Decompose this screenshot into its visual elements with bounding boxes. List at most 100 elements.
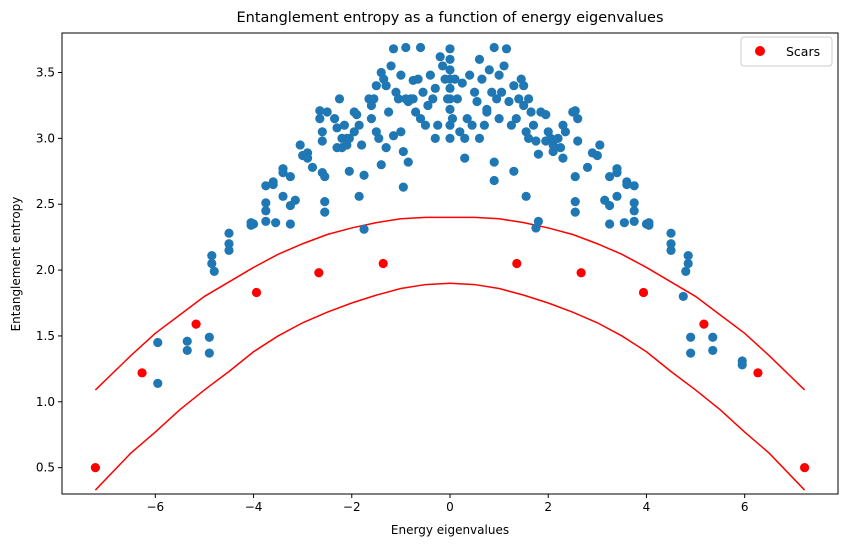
eigenstate-point <box>359 170 369 180</box>
eigenstate-point <box>477 74 487 84</box>
scar-point <box>191 319 201 329</box>
eigenstate-point <box>678 291 688 302</box>
eigenstate-point <box>504 96 514 107</box>
eigenstate-point <box>605 171 615 182</box>
eigenstate-point <box>261 181 271 191</box>
scar-point <box>753 368 763 378</box>
eigenstate-point <box>482 104 492 114</box>
eigenstate-point <box>511 114 521 124</box>
x-tick-label: −2 <box>343 500 361 514</box>
eigenstate-point <box>320 207 330 217</box>
eigenstate-point <box>465 70 475 80</box>
eigenstate-point <box>207 258 217 269</box>
x-tick-label: −4 <box>245 500 263 514</box>
eigenstate-point <box>413 74 423 84</box>
eigenstate-point <box>492 94 502 104</box>
eigenstate-point <box>666 228 676 238</box>
eigenstate-point <box>396 127 406 137</box>
eigenstate-point <box>683 258 693 269</box>
eigenstate-point <box>462 114 472 124</box>
eigenstate-point <box>204 332 214 342</box>
scar-point <box>576 268 586 278</box>
eigenstate-point <box>605 219 615 229</box>
eigenstate-point <box>420 120 431 130</box>
eigenstate-point <box>374 133 384 143</box>
eigenstate-point <box>592 150 602 161</box>
eigenstate-point <box>489 42 499 53</box>
eigenstate-point <box>526 107 536 117</box>
eigenstate-point <box>398 146 408 157</box>
eigenstate-point <box>261 198 271 208</box>
eigenstate-point <box>354 120 364 130</box>
eigenstate-point <box>541 110 551 120</box>
eigenstate-point <box>248 219 259 229</box>
eigenstate-point <box>560 127 571 137</box>
y-tick-label: 1.0 <box>36 395 55 409</box>
eigenstate-point <box>496 87 507 97</box>
eigenstate-point <box>285 171 295 182</box>
eigenstate-point <box>666 245 676 255</box>
chart-title: Entanglement entropy as a function of en… <box>236 10 663 26</box>
eigenstate-point <box>339 120 350 130</box>
eigenstate-point <box>425 70 435 80</box>
eigenstate-point <box>445 44 455 54</box>
eigenstate-point <box>519 100 529 111</box>
eigenstate-point <box>261 216 271 226</box>
eigenstate-point <box>371 81 381 91</box>
eigenstate-point <box>612 191 622 201</box>
eigenstate-point <box>558 153 568 163</box>
y-axis-label: Entanglement entropy <box>9 197 23 332</box>
eigenstate-point <box>322 107 332 117</box>
x-axis-label: Energy eigenvalues <box>391 523 509 537</box>
eigenstate-point <box>268 179 278 190</box>
eigenstate-point <box>506 120 516 130</box>
eigenstate-point <box>329 114 340 124</box>
eigenstate-point <box>528 120 539 130</box>
eigenstate-point <box>494 114 504 124</box>
eigenstate-point <box>452 94 462 104</box>
eigenstate-point <box>411 107 421 117</box>
x-tick-label: 2 <box>544 500 552 514</box>
eigenstate-point <box>548 146 558 157</box>
eigenstate-point <box>376 160 386 170</box>
eigenstate-point <box>445 65 455 75</box>
eigenstate-point <box>430 83 440 93</box>
eigenstate-point <box>622 179 632 190</box>
eigenstate-point <box>315 106 325 116</box>
eigenstate-point <box>708 332 718 342</box>
eigenstate-point <box>224 245 234 255</box>
eigenstate-point <box>487 87 497 97</box>
eigenstate-point <box>570 171 580 182</box>
eigenstate-point <box>494 70 504 80</box>
eigenstate-point <box>445 94 455 104</box>
eigenstate-point <box>737 360 747 370</box>
scar-point <box>512 258 522 269</box>
eigenstate-point <box>398 182 408 192</box>
eigenstate-point <box>445 133 455 143</box>
legend: Scars <box>740 36 833 67</box>
eigenstate-point <box>428 94 438 104</box>
eigenstate-point <box>369 94 379 104</box>
eigenstate-point <box>224 239 234 249</box>
eigenstate-point <box>455 127 465 137</box>
eigenstate-point <box>401 42 411 53</box>
eigenstate-point <box>450 74 460 84</box>
eigenstate-point <box>523 133 534 143</box>
eigenstate-point <box>573 136 583 146</box>
eigenstate-point <box>153 378 163 388</box>
eigenstate-point <box>290 195 300 205</box>
eigenstate-point <box>541 136 551 146</box>
eigenstate-point <box>605 200 615 211</box>
scar-point <box>638 287 649 298</box>
eigenstate-point <box>573 114 583 124</box>
eigenstate-point <box>344 166 354 176</box>
eigenstate-point <box>568 107 578 117</box>
y-tick-label: 2.5 <box>36 197 55 211</box>
eigenstate-point <box>499 61 509 71</box>
eigenstate-point <box>531 223 541 233</box>
eigenstate-point <box>519 81 529 91</box>
eigenstate-point <box>342 140 352 150</box>
eigenstate-point <box>433 120 443 130</box>
eigenstate-point <box>415 42 426 53</box>
